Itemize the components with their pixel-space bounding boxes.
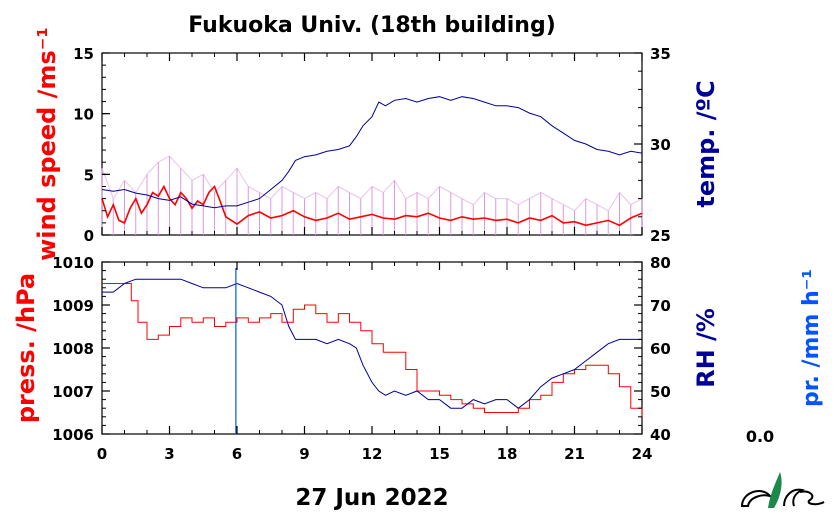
left-y-tick-label: 1007 — [52, 383, 94, 401]
x-tick-label: 6 — [232, 445, 242, 463]
wind-speed-axis-label: wind speed /ms⁻¹ — [33, 27, 61, 261]
x-tick-label: 3 — [164, 445, 174, 463]
x-tick-label: 12 — [362, 445, 383, 463]
rh-line — [102, 278, 642, 409]
right-y-tick-label: 40 — [650, 426, 671, 444]
left-y-tick-label: 0 — [84, 227, 94, 245]
temperature-axis-label: temp. /ºC — [692, 80, 720, 207]
pressure-axis-label: press. /hPa — [12, 273, 40, 423]
x-tick-label: 24 — [632, 445, 653, 463]
bottom-panel-frame — [101, 261, 643, 435]
right-y-tick-label: 25 — [650, 227, 671, 245]
right-y-tick-label: 60 — [650, 340, 671, 358]
right-y-tick-label: 35 — [650, 45, 671, 63]
pressure-line — [102, 283, 643, 417]
rh-axis-label: RH /% — [692, 308, 720, 388]
ncis-logo-icon — [740, 472, 825, 508]
left-y-tick-label: 1006 — [52, 426, 94, 444]
chart-title: Fukuoka Univ. (18th building) — [188, 13, 556, 38]
top-plot-area — [101, 96, 643, 235]
x-tick-label: 9 — [299, 445, 309, 463]
right-y-tick-label: 70 — [650, 297, 671, 315]
wind-gust-line — [101, 155, 643, 212]
left-y-tick-label: 1009 — [52, 297, 94, 315]
right-y-tick-label: 50 — [650, 383, 671, 401]
date-label: 27 Jun 2022 — [295, 485, 448, 511]
precip-value: 0.0 — [746, 427, 774, 446]
left-y-tick-label: 1010 — [52, 254, 94, 272]
x-tick-label: 21 — [564, 445, 585, 463]
bottom-plot-area — [102, 268, 643, 434]
left-y-tick-label: 5 — [84, 166, 94, 184]
precip-axis-label: pr. /mm h⁻¹ — [799, 269, 824, 407]
left-y-tick-label: 10 — [73, 106, 94, 124]
wind-speed-line — [101, 184, 643, 227]
right-y-tick-label: 80 — [650, 254, 671, 272]
axes-group: 0 3 6 9 12 15 18 21 24 0 5 10 15 25 30 35 1006 1007 1008 10… — [52, 45, 671, 463]
x-tick-label: 0 — [97, 445, 107, 463]
right-y-tick-label: 30 — [650, 136, 671, 154]
x-tick-label: 18 — [497, 445, 518, 463]
left-y-tick-label: 1008 — [52, 340, 94, 358]
temperature-line — [101, 96, 643, 209]
left-y-tick-label: 15 — [73, 45, 94, 63]
x-tick-label: 15 — [429, 445, 450, 463]
